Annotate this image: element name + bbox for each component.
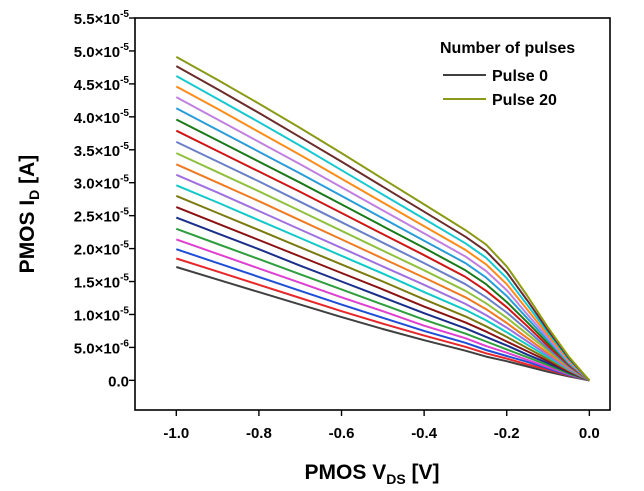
y-tick-label-4: 2.0×10-5	[74, 240, 130, 259]
y-axis-ticks: 0.0 5.0×10-6 1.0×10-5 1.5×10-5 2.0×10-5 2.5×1…	[74, 9, 135, 390]
series-line-17	[175, 85, 590, 382]
legend: Number of pulses Pulse 0 Pulse 20	[440, 40, 575, 109]
y-axis-title-main: PMOS I	[16, 200, 39, 274]
y-tick-label-10: 5.0×10-5	[74, 42, 130, 61]
series-line-0	[176, 266, 590, 382]
y-axis-title-subscript: D	[26, 190, 42, 200]
y-tick-label-9: 4.5×10-5	[74, 75, 130, 94]
x-tick-label-5: 0.0	[579, 425, 600, 442]
y-tick-label-7: 3.5×10-5	[74, 141, 130, 160]
series-line-7	[175, 194, 590, 382]
y-tick-label-0: 0.0	[108, 373, 129, 390]
series-line-8	[175, 184, 590, 382]
y-tick-label-5: 2.5×10-5	[74, 207, 130, 226]
y-tick-label-8: 4.0×10-5	[74, 108, 130, 127]
series-line-19	[175, 65, 591, 382]
x-axis-title-main: PMOS V	[305, 461, 387, 484]
series-line-13	[175, 129, 590, 382]
series-line-3	[175, 238, 590, 382]
y-tick-label-2: 1.0×10-5	[74, 305, 130, 324]
series-line-15	[175, 107, 590, 382]
series-line-2	[175, 248, 590, 382]
series-line-11	[175, 152, 590, 382]
legend-label-pulse-0: Pulse 0	[492, 68, 548, 85]
x-axis-title-unit: [V]	[406, 461, 440, 484]
series-line-12	[175, 140, 590, 382]
series-line-5	[175, 216, 590, 382]
y-axis-title: PMOS ID [A]	[16, 155, 42, 274]
legend-title: Number of pulses	[440, 40, 575, 57]
y-tick-label-6: 3.0×10-5	[74, 174, 130, 193]
series-lines	[175, 56, 591, 382]
y-tick-label-11: 5.5×10-5	[74, 9, 130, 28]
x-tick-label-4: -0.2	[494, 425, 520, 442]
y-tick-label-1: 5.0×10-6	[74, 338, 130, 357]
series-line-16	[175, 96, 590, 382]
x-tick-label-2: -0.6	[329, 425, 355, 442]
plot-frame	[134, 17, 611, 411]
series-line-10	[175, 163, 590, 382]
y-axis-title-unit: [A]	[16, 155, 39, 190]
x-tick-label-1: -0.8	[246, 425, 272, 442]
legend-label-pulse-20: Pulse 20	[492, 92, 557, 109]
series-line-1	[175, 257, 590, 382]
x-tick-label-0: -1.0	[163, 425, 189, 442]
series-line-20	[175, 56, 591, 382]
series-line-9	[175, 173, 590, 382]
series-line-18	[175, 75, 591, 382]
x-axis-ticks: -1.0 -0.8 -0.6 -0.4 -0.2 0.0	[163, 410, 600, 442]
series-line-6	[175, 206, 590, 382]
series-line-14	[175, 118, 590, 382]
x-axis-title: PMOS VDS [V]	[305, 461, 440, 487]
x-axis-title-subscript: DS	[386, 471, 405, 487]
y-tick-label-3: 1.5×10-5	[74, 273, 130, 292]
x-tick-label-3: -0.4	[411, 425, 438, 442]
series-line-4	[175, 227, 590, 382]
